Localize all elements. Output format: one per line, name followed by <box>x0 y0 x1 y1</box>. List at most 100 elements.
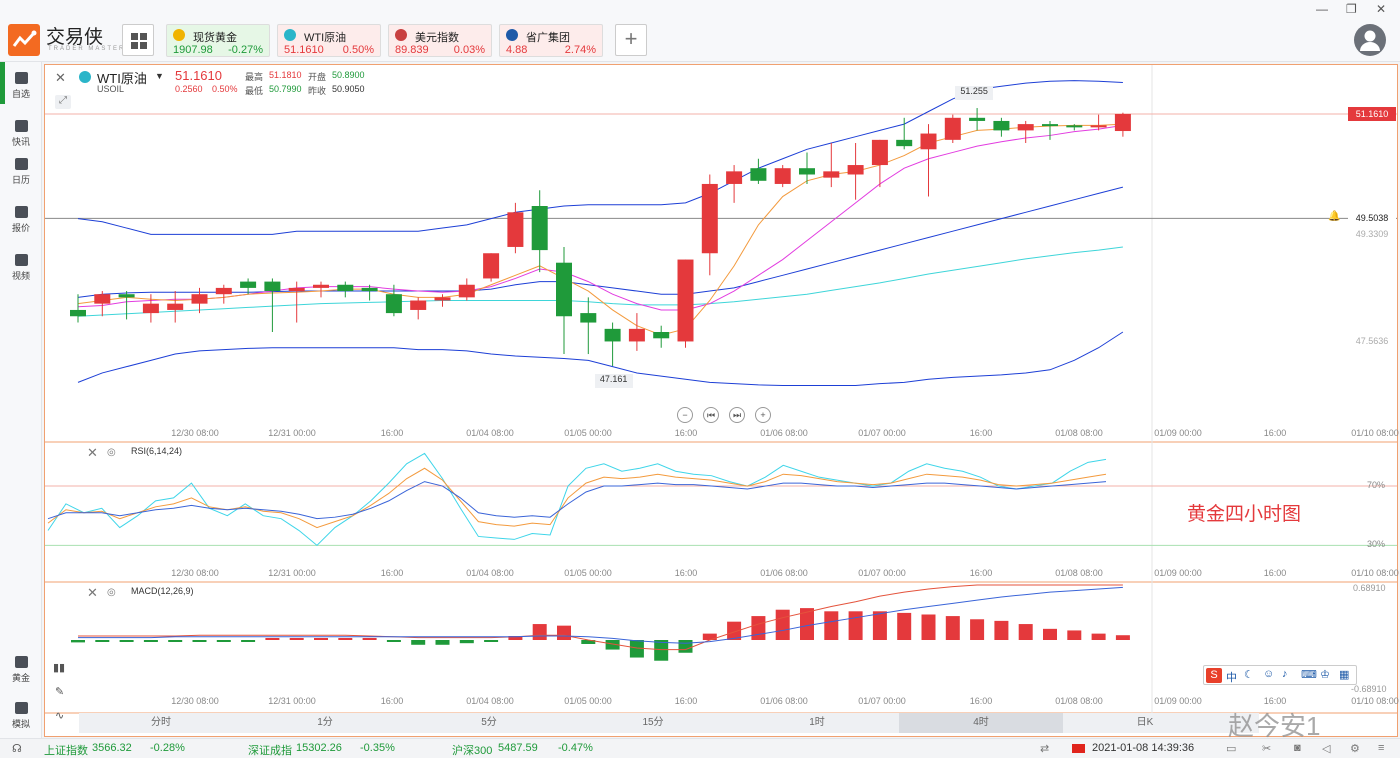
macd-bar <box>1067 630 1082 640</box>
settings-gear-icon[interactable]: ⚙ <box>1350 743 1360 755</box>
candle <box>288 287 305 292</box>
symbol-dropdown-icon[interactable]: ▼ <box>155 71 164 81</box>
wallet-icon <box>14 702 28 714</box>
macd-bar <box>435 640 450 645</box>
camera-icon[interactable]: ◙ <box>1294 742 1301 754</box>
tab-1[interactable]: 分时 <box>151 717 171 728</box>
sidebar-item-2[interactable]: 快讯 <box>0 120 42 148</box>
macd-bar <box>95 640 110 642</box>
low-annotation: 47.161 <box>594 373 633 388</box>
macd-bar <box>265 638 280 640</box>
ticker-card[interactable]: 美元指数 89.839 0.03% <box>388 24 492 57</box>
emoji-icon[interactable]: ☺ <box>1263 668 1275 680</box>
x-tick-label: 12/30 08:00 <box>171 568 219 578</box>
candle <box>799 168 815 175</box>
high-annotation: 51.255 <box>955 86 994 101</box>
candle <box>677 259 694 342</box>
menu-icon[interactable]: ≡ <box>1378 742 1385 754</box>
bell-icon[interactable]: 🔔 <box>1328 211 1341 223</box>
sidebar-item-4[interactable]: 报价 <box>0 206 42 234</box>
restore-icon[interactable]: ❐ <box>1346 2 1357 16</box>
candle <box>1090 125 1107 128</box>
macd-bar <box>629 640 644 658</box>
headset-icon[interactable]: ☊ <box>12 743 22 755</box>
zoom-in-button[interactable]: + <box>755 407 771 423</box>
rsi-settings-icon[interactable]: ◎ <box>107 447 116 458</box>
trend-tool-icon[interactable]: ∿ <box>55 710 65 722</box>
tab-7[interactable]: 日K <box>1136 717 1154 728</box>
sidebar-item-label: 自选 <box>11 89 30 99</box>
minimize-icon[interactable]: — <box>1316 2 1328 16</box>
tab-5[interactable]: 1时 <box>809 717 825 728</box>
close-icon[interactable]: ✕ <box>1376 2 1387 16</box>
x-tick-label: 16:00 <box>1263 568 1287 578</box>
screen-icon[interactable]: ▭ <box>1226 743 1237 755</box>
sidebar-item-label: 日历 <box>11 175 30 185</box>
tab-3[interactable]: 5分 <box>481 717 497 728</box>
candle <box>628 328 645 342</box>
chart-canvas[interactable] <box>45 65 1397 736</box>
x-tick-label: 01/08 08:00 <box>1055 696 1103 706</box>
close-macd-icon[interactable]: ✕ <box>87 585 98 600</box>
layout-grid-button[interactable] <box>122 24 154 56</box>
ticker-change: 0.03% <box>453 44 485 56</box>
moon-icon[interactable]: ☾ <box>1244 669 1254 681</box>
ime-text[interactable]: 中 <box>1226 672 1237 684</box>
sidebar-item-5[interactable]: 视频 <box>0 254 42 282</box>
candle <box>410 300 427 310</box>
mute-icon[interactable]: ◁ <box>1322 743 1331 755</box>
close-chart-icon[interactable]: ✕ <box>55 70 66 85</box>
candle <box>701 183 718 254</box>
close-rsi-icon[interactable]: ✕ <box>87 445 98 460</box>
next-button[interactable]: ⏭ <box>729 407 745 423</box>
x-tick-label: 16:00 <box>380 568 404 578</box>
avatar[interactable] <box>1354 24 1386 56</box>
candle <box>167 303 184 310</box>
symbol-name[interactable]: WTI原油 <box>97 71 147 86</box>
tab-2[interactable]: 1分 <box>317 717 333 728</box>
zoom-out-button[interactable]: − <box>677 407 693 423</box>
macd-series-line <box>78 586 1123 644</box>
shirt-icon[interactable]: ♔ <box>1320 669 1330 681</box>
x-tick-label: 01/04 08:00 <box>466 696 514 706</box>
ticker-card[interactable]: 省广集团 4.88 2.74% <box>499 24 603 57</box>
prev-close-value: 50.9050 <box>332 84 365 94</box>
tab-6[interactable]: 4时 <box>899 713 1063 733</box>
rsi-title: RSI(6,14,24) <box>131 446 183 456</box>
candle <box>191 294 208 304</box>
indicator-tool-icon[interactable]: ▮▮ <box>53 662 66 674</box>
candle <box>94 294 111 304</box>
ticker-card[interactable]: 现货黄金 1907.98 -0.27% <box>166 24 270 57</box>
top-bar: 交易侠 TRADER MASTER 现货黄金 1907.98 -0.27% WTI原油… <box>0 0 1400 62</box>
candle <box>240 281 257 288</box>
ma-cyan-line <box>77 246 1123 317</box>
index-hs300-name: 沪深300 <box>452 745 493 757</box>
x-tick-label: 01/04 08:00 <box>466 568 514 578</box>
expand-icon[interactable]: ⤢ <box>55 95 71 109</box>
mic-icon[interactable]: ♪ <box>1282 668 1288 680</box>
keyboard-icon[interactable]: ⌨ <box>1301 669 1317 681</box>
sidebar-item-7[interactable]: 模拟 <box>0 702 42 730</box>
sidebar-item-3[interactable]: 日历 <box>0 158 42 186</box>
tools-icon[interactable]: ✂ <box>1262 743 1272 755</box>
prev-button[interactable]: ⏮ <box>703 407 719 423</box>
watermark-text: 赵今安1 <box>1228 711 1321 741</box>
tab-4[interactable]: 15分 <box>642 717 664 728</box>
ticker-card[interactable]: WTI原油 51.1610 0.50% <box>277 24 381 57</box>
sidebar-item-6[interactable]: 黄金 <box>0 656 42 684</box>
network-icon[interactable]: ⇄ <box>1040 743 1050 755</box>
draw-pen-icon[interactable]: ✎ <box>55 686 65 698</box>
x-tick-label: 16:00 <box>1263 428 1287 438</box>
status-bar: ☊ 上证指数 3566.32 -0.28% 深证成指 15302.26 -0.3… <box>0 738 1400 758</box>
candle <box>847 165 864 175</box>
sogou-ime-icon[interactable]: S <box>1206 668 1222 683</box>
sidebar-item-1[interactable]: 自选 <box>0 72 42 100</box>
x-tick-label: 01/07 00:00 <box>858 696 906 706</box>
grid-icon[interactable]: ▦ <box>1339 669 1350 681</box>
grid-icon <box>131 33 138 40</box>
macd-settings-icon[interactable]: ◎ <box>107 587 116 598</box>
add-ticker-button[interactable]: + <box>615 24 647 56</box>
x-tick-label: 01/06 08:00 <box>760 428 808 438</box>
ticker-name: 省广集团 <box>526 32 570 44</box>
